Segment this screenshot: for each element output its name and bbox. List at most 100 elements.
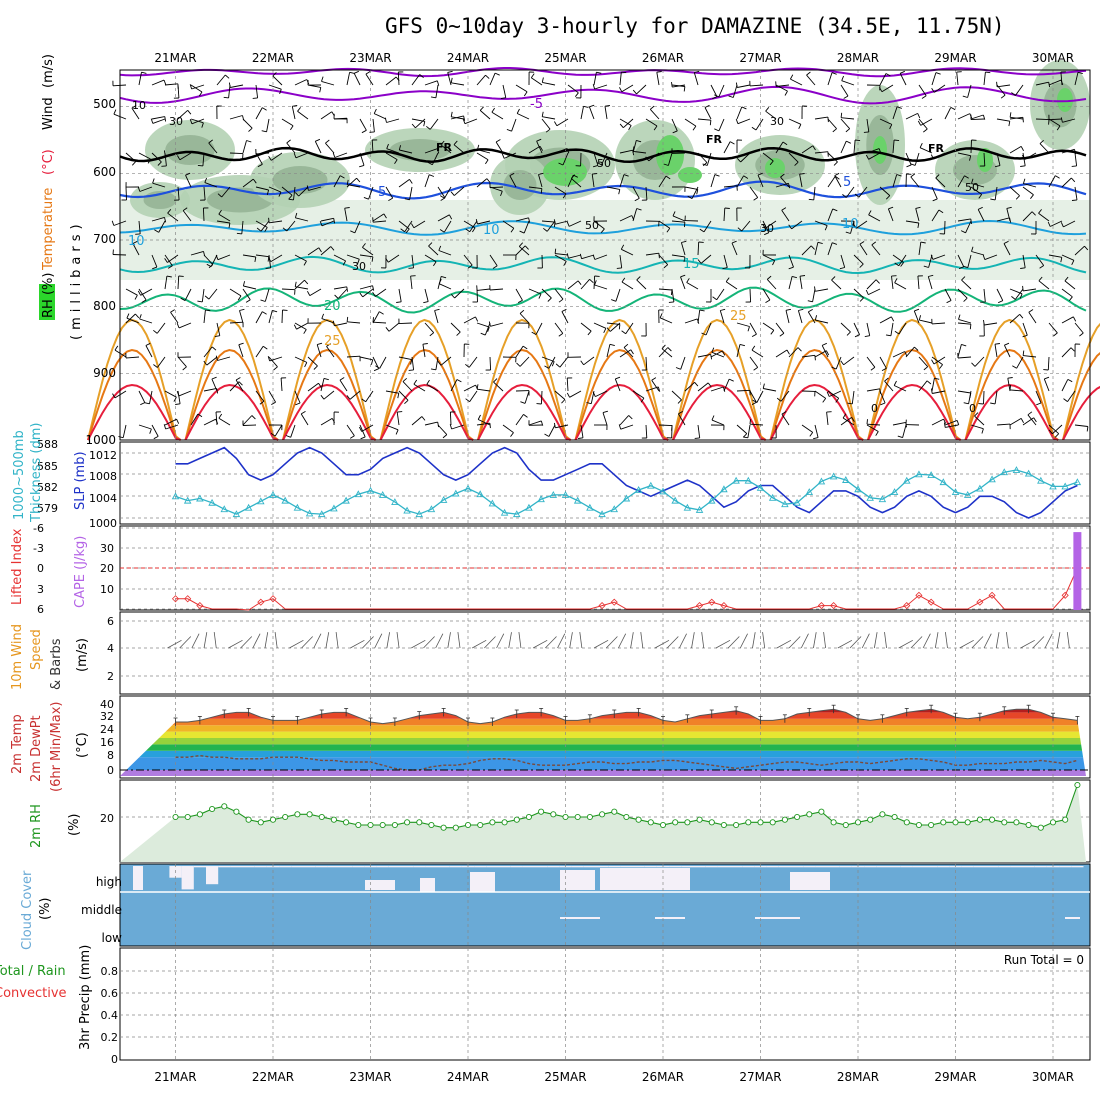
wind-barb <box>372 321 387 324</box>
thickness-marker <box>1061 482 1069 490</box>
wind-barb-flag <box>558 333 564 337</box>
wind-barb-flag <box>990 198 996 201</box>
wind-barb <box>619 174 625 188</box>
wind-barb-flag <box>798 124 802 129</box>
cloud-high-gap <box>961 866 974 868</box>
wind-barb <box>736 389 751 392</box>
wind-barb-flag <box>851 417 855 422</box>
wind-barb-flag <box>812 145 816 151</box>
rh2m-marker <box>745 819 752 826</box>
wind-barb <box>158 220 166 233</box>
isotherm-30-cycle <box>769 348 864 441</box>
wind-barb <box>970 424 984 430</box>
wind-barb-flag <box>540 188 543 194</box>
wind-barb-flag <box>619 87 623 92</box>
wind-barb <box>636 84 647 95</box>
wind-barb <box>1047 356 1050 371</box>
wind-barb-flag <box>153 364 158 368</box>
isotherm-minus10 <box>119 67 1087 78</box>
wind-barb-flag <box>799 173 805 175</box>
wind-barb-flag <box>303 329 307 334</box>
cloud-high-gap <box>303 866 316 868</box>
wind-barb-flag <box>960 230 966 234</box>
wind-barb <box>556 118 569 127</box>
wind-barb <box>780 390 790 402</box>
wind-barb <box>164 83 178 86</box>
lifted-index-marker <box>976 598 984 606</box>
wind-barb-flag <box>395 429 399 435</box>
rh2m-marker <box>672 819 679 826</box>
wind-barb-flag <box>813 437 819 440</box>
date-label: 30MAR <box>1032 1070 1074 1084</box>
wind-barb <box>449 411 452 426</box>
wind-barb-flag <box>781 207 787 211</box>
wind-barb <box>827 176 836 188</box>
wind10-barb <box>640 632 644 649</box>
date-label: 25MAR <box>544 1070 586 1084</box>
wind10-marker <box>786 655 792 661</box>
wind-barb <box>555 424 569 429</box>
cloud-high-gap <box>1022 866 1035 868</box>
wind-barb-flag <box>449 424 453 430</box>
wind-barb <box>386 148 400 154</box>
rh2m-marker <box>891 813 898 821</box>
thickness-marker <box>890 488 899 496</box>
contour-label: 20 <box>324 299 341 314</box>
wind-barb <box>268 186 282 193</box>
wind-barb <box>426 384 439 392</box>
wind-barb <box>216 74 226 86</box>
wind-barb <box>899 73 907 86</box>
wind-barb <box>365 390 374 403</box>
wind-barb-flag <box>566 253 569 259</box>
wind-barb-flag <box>736 158 741 163</box>
wind-barb-flag <box>667 347 672 352</box>
upper-y-axis-title: RH (%) Temperature (°C) Wind (m/s) <box>39 54 56 320</box>
wind-barb-flag <box>242 281 246 287</box>
wind-barb-flag <box>1031 211 1036 216</box>
wind-barb <box>658 254 669 266</box>
wind-barb <box>894 282 907 290</box>
wind-barb-flag <box>915 206 921 209</box>
wind-barb-flag <box>983 319 985 326</box>
wind-barb <box>1048 424 1060 435</box>
wind-barb-flag <box>112 393 116 399</box>
wind-barb <box>429 118 439 130</box>
wind-barb <box>814 151 828 154</box>
wind-barb <box>1061 288 1073 298</box>
wind-barb <box>580 322 592 332</box>
wind-barb-flag <box>814 355 816 361</box>
cape-axis-labels: -6 -3 0 3 6 30 20 10 Lifted Index CAPE (… <box>10 522 114 616</box>
wind-barb <box>515 414 524 426</box>
wind-barb <box>409 186 413 200</box>
wind-barb-flag <box>603 328 607 333</box>
wind-barb <box>255 186 269 191</box>
rh2m-marker <box>416 819 423 826</box>
wind10-marker <box>238 635 244 641</box>
wind10-marker <box>835 655 841 661</box>
wind-barb <box>697 310 701 324</box>
wind-barb-flag <box>735 118 739 124</box>
cloud-high-gap <box>470 872 495 892</box>
wind-barb <box>201 288 205 302</box>
wind-barb <box>732 84 738 98</box>
wind-barb <box>615 288 621 302</box>
wind-barb <box>749 390 757 403</box>
wind-barb <box>799 276 803 290</box>
wind-barb-flag <box>518 242 524 247</box>
wind-barb-flag <box>704 104 710 108</box>
contour-label: 25 <box>730 309 747 324</box>
isotherm-25-cycle <box>184 318 279 441</box>
wind-barb <box>934 84 946 93</box>
cloud-axis-labels: high middle low Cloud Cover (%) <box>20 870 122 950</box>
wind10-barb <box>435 633 444 649</box>
wind-barb <box>619 149 633 154</box>
wind-barb <box>523 220 530 234</box>
wind-barb <box>295 217 309 222</box>
wind-barb-flag <box>596 71 602 74</box>
wind-barb <box>619 415 630 426</box>
wind-barb-flag <box>938 209 944 214</box>
wind-barb-flag <box>164 258 168 263</box>
chart-title: GFS 0~10day 3-hourly for DAMAZINE (34.5E… <box>385 14 1005 38</box>
wind-barb-flag <box>831 366 837 370</box>
wind-barb-flag <box>135 313 140 319</box>
